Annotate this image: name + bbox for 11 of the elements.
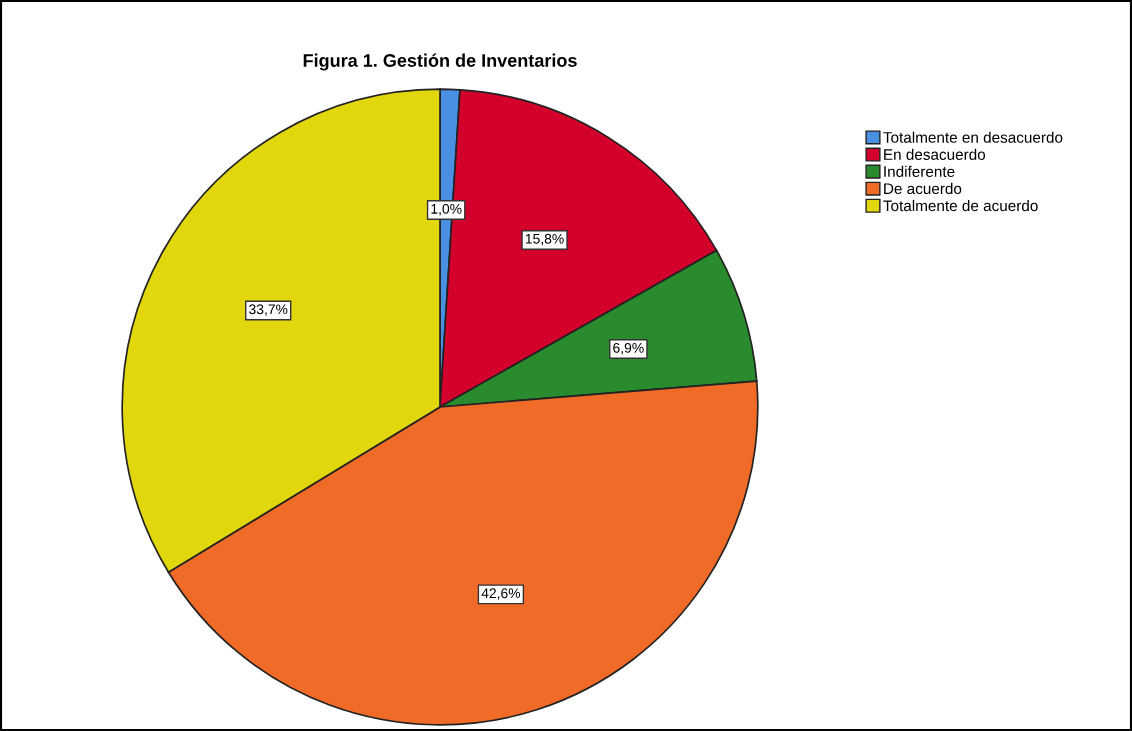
legend-label: En desacuerdo (884, 148, 986, 160)
legend-label: Totalmente de acuerdo (883, 199, 1038, 212)
legend-label: De acuerdo (884, 182, 962, 195)
data-label: 33,7% (249, 304, 288, 316)
data-label: 15,8% (525, 233, 564, 246)
chart-title: Figura 1. Gestión de Inventarios (303, 53, 577, 71)
data-label: 1,0% (431, 203, 462, 216)
data-label: 6,9% (613, 342, 644, 355)
data-label: 42,6% (481, 588, 521, 600)
legend-label: Indiferente (884, 165, 955, 178)
legend-label: Totalmente en desacuerdo (883, 131, 1063, 143)
